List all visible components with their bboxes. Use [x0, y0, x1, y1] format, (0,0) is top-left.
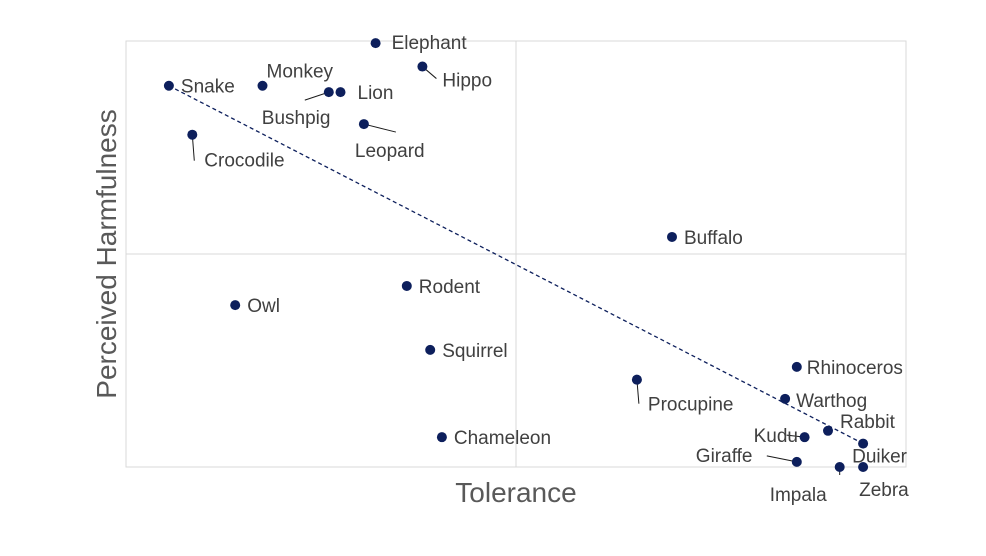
point-leopard	[358, 119, 369, 130]
label-leopard: Leopard	[355, 141, 425, 162]
label-impala: Impala	[770, 485, 827, 506]
point-lion	[335, 87, 346, 98]
point-zebra	[858, 462, 869, 472]
point-rhinoceros	[791, 361, 802, 372]
point-warthog	[780, 393, 791, 404]
x-axis-title: Tolerance	[455, 477, 576, 508]
point-bushpig	[323, 87, 334, 98]
label-kudu: Kudu	[754, 426, 798, 447]
point-elephant	[370, 38, 381, 49]
point-giraffe	[791, 456, 802, 467]
label-procupine: Procupine	[648, 395, 734, 416]
point-snake	[163, 80, 174, 91]
point-procupine	[631, 374, 642, 385]
label-elephant: Elephant	[392, 33, 468, 54]
label-rhinoceros: Rhinoceros	[807, 358, 903, 379]
point-owl	[230, 300, 241, 311]
y-axis-title: Perceived Harmfulness	[91, 109, 122, 398]
leader-giraffe	[766, 455, 797, 463]
label-hippo: Hippo	[442, 71, 492, 92]
point-kudu	[799, 432, 810, 443]
label-monkey: Monkey	[267, 62, 334, 83]
label-giraffe: Giraffe	[696, 446, 753, 467]
label-warthog: Warthog	[796, 391, 867, 412]
point-impala	[834, 462, 845, 472]
point-monkey	[257, 80, 268, 91]
label-chameleon: Chameleon	[454, 428, 551, 449]
point-chameleon	[436, 432, 447, 443]
plot-area	[125, 40, 907, 468]
point-squirrel	[425, 344, 436, 355]
point-rabbit	[823, 425, 833, 436]
point-buffalo	[667, 231, 677, 242]
label-rabbit: Rabbit	[840, 412, 896, 433]
label-bushpig: Bushpig	[262, 108, 331, 129]
label-snake: Snake	[181, 77, 235, 98]
label-owl: Owl	[247, 296, 280, 317]
point-duiker	[858, 438, 869, 449]
leader-leopard	[363, 123, 397, 133]
label-zebra: Zebra	[859, 480, 909, 501]
point-crocodile	[187, 129, 198, 140]
point-rodent	[401, 280, 412, 291]
point-hippo	[417, 61, 428, 72]
data-points	[163, 38, 869, 472]
label-rodent: Rodent	[419, 277, 481, 298]
label-squirrel: Squirrel	[442, 341, 507, 362]
label-buffalo: Buffalo	[684, 228, 743, 249]
data-labels: Elephant Hippo Snake Monkey Bushpig Lion Leopa…	[181, 33, 909, 506]
label-crocodile: Crocodile	[204, 151, 284, 172]
label-lion: Lion	[358, 83, 394, 104]
label-duiker: Duiker	[852, 447, 908, 468]
